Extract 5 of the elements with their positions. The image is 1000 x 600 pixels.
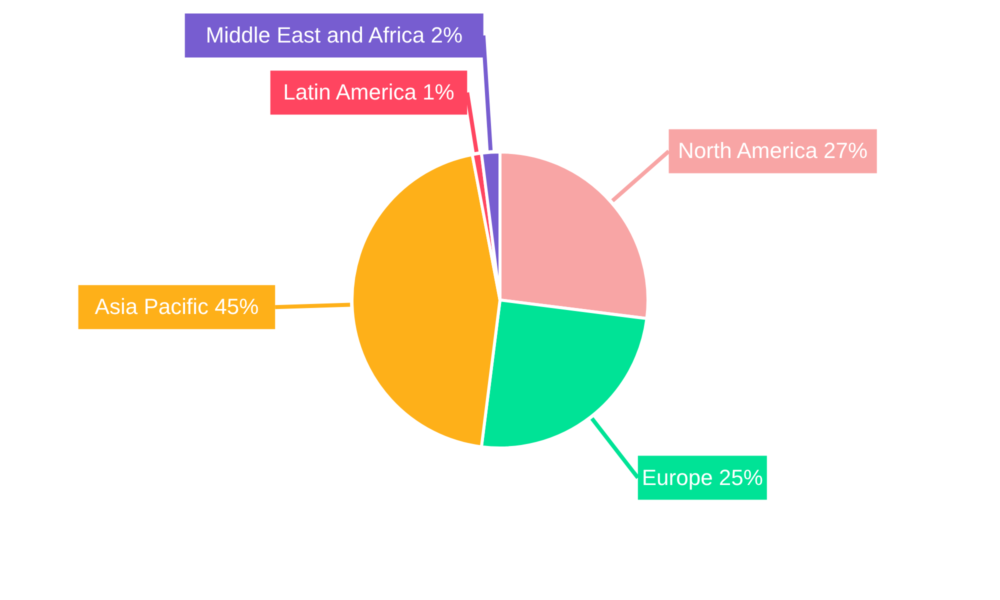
slice-label: Middle East and Africa 2% <box>206 22 463 48</box>
slice-label: North America 27% <box>678 138 868 164</box>
slice-label: Asia Pacific 45% <box>94 294 259 320</box>
slice-label: Europe 25% <box>642 464 763 490</box>
slice-label: Latin America 1% <box>283 80 454 105</box>
